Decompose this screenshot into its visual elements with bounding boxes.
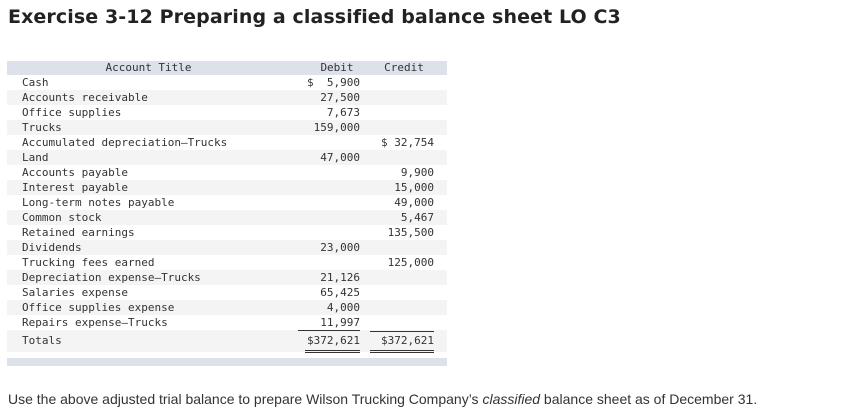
credit-value: 9,900 xyxy=(400,166,434,179)
table-row: Retained earnings 135,500 xyxy=(7,225,447,240)
debit-underlined-value: 11,997 xyxy=(298,315,360,331)
debit-value: 4,000 xyxy=(326,301,360,314)
credit-value: 5,467 xyxy=(400,211,434,224)
credit-value xyxy=(360,270,434,285)
credit-value: 49,000 xyxy=(394,196,434,209)
header-credit: Credit xyxy=(384,61,424,74)
table-row: Accumulated depreciation—Trucks $ 32,754 xyxy=(7,135,447,150)
trial-balance-table: Account Title Debit Credit Cash $ 5,900 … xyxy=(7,61,447,366)
debit-value: 27,500 xyxy=(320,91,360,104)
credit-value: $ 32,754 xyxy=(381,136,434,149)
totals-credit: $372,621 xyxy=(370,331,434,353)
credit-value: 135,500 xyxy=(387,226,434,239)
table-row: Accounts payable 9,900 xyxy=(7,165,447,180)
account-name: Accumulated depreciation—Trucks xyxy=(22,136,228,149)
debit-value xyxy=(290,225,360,240)
account-name: Long-term notes payable xyxy=(22,196,175,209)
totals-label: Totals xyxy=(22,334,62,347)
debit-value xyxy=(290,180,360,195)
credit-value xyxy=(360,240,434,255)
instruction-emphasis: classified xyxy=(482,391,541,407)
credit-value: 125,000 xyxy=(387,256,434,269)
table-row: Office supplies expense 4,000 xyxy=(7,300,447,315)
debit-value: 11,997 xyxy=(290,315,360,331)
table-row: Repairs expense—Trucks 11,997 xyxy=(7,315,447,331)
debit-value: 47,000 xyxy=(320,151,360,164)
totals-credit-cell: $372,621 xyxy=(360,330,434,353)
account-name: Retained earnings xyxy=(22,226,135,239)
page-title: Exercise 3-12 Preparing a classified bal… xyxy=(8,6,621,28)
credit-value xyxy=(360,285,434,300)
debit-value xyxy=(290,210,360,225)
table-row: Office supplies 7,673 xyxy=(7,105,447,120)
totals-row: Totals $372,621 $372,621 xyxy=(7,330,447,353)
account-name: Depreciation expense—Trucks xyxy=(22,271,201,284)
account-name: Trucking fees earned xyxy=(22,256,155,269)
credit-value xyxy=(360,90,434,105)
credit-value xyxy=(360,315,434,330)
table-footer-bar xyxy=(7,358,447,366)
table-row: Trucks 159,000 xyxy=(7,120,447,135)
table-row: Interest payable 15,000 xyxy=(7,180,447,195)
debit-value: 23,000 xyxy=(320,241,360,254)
debit-value: 7,673 xyxy=(326,106,360,119)
totals-debit: $372,621 xyxy=(305,332,360,353)
debit-value: 21,126 xyxy=(320,271,360,284)
account-name: Cash xyxy=(22,76,49,89)
debit-value: $ 5,900 xyxy=(307,76,360,89)
debit-value: 159,000 xyxy=(313,121,360,134)
account-name: Repairs expense—Trucks xyxy=(22,316,168,329)
table-row: Land 47,000 xyxy=(7,150,447,165)
table-row: Cash $ 5,900 xyxy=(7,75,447,90)
instruction-text: Use the above adjusted trial balance to … xyxy=(8,391,757,407)
debit-value xyxy=(290,135,360,150)
header-account-title: Account Title xyxy=(105,61,192,74)
header-debit: Debit xyxy=(320,61,354,74)
debit-value xyxy=(290,195,360,210)
credit-value xyxy=(360,105,434,120)
table-row: Depreciation expense—Trucks 21,126 xyxy=(7,270,447,285)
table-row: Dividends 23,000 xyxy=(7,240,447,255)
table-row: Salaries expense 65,425 xyxy=(7,285,447,300)
table-row: Long-term notes payable 49,000 xyxy=(7,195,447,210)
table-header: Account Title Debit Credit xyxy=(7,61,447,75)
account-name: Trucks xyxy=(22,121,62,134)
instruction-before: Use the above adjusted trial balance to … xyxy=(8,391,483,407)
table-row: Trucking fees earned 125,000 xyxy=(7,255,447,270)
debit-value xyxy=(290,165,360,180)
totals-debit-cell: $372,621 xyxy=(290,330,360,353)
credit-value xyxy=(360,75,434,90)
debit-value xyxy=(290,255,360,270)
credit-value xyxy=(360,150,434,165)
account-name: Land xyxy=(22,151,49,164)
account-name: Salaries expense xyxy=(22,286,128,299)
account-name: Office supplies expense xyxy=(22,301,175,314)
credit-value: 15,000 xyxy=(394,181,434,194)
account-name: Interest payable xyxy=(22,181,128,194)
credit-value xyxy=(360,120,434,135)
account-name: Common stock xyxy=(22,211,102,224)
account-name: Accounts receivable xyxy=(22,91,148,104)
account-name: Office supplies xyxy=(22,106,122,119)
debit-value: 65,425 xyxy=(320,286,360,299)
account-name: Accounts payable xyxy=(22,166,128,179)
table-row: Accounts receivable 27,500 xyxy=(7,90,447,105)
instruction-after: balance sheet as of December 31. xyxy=(540,391,758,407)
credit-value xyxy=(360,300,434,315)
table-row: Common stock 5,467 xyxy=(7,210,447,225)
account-name: Dividends xyxy=(22,241,82,254)
